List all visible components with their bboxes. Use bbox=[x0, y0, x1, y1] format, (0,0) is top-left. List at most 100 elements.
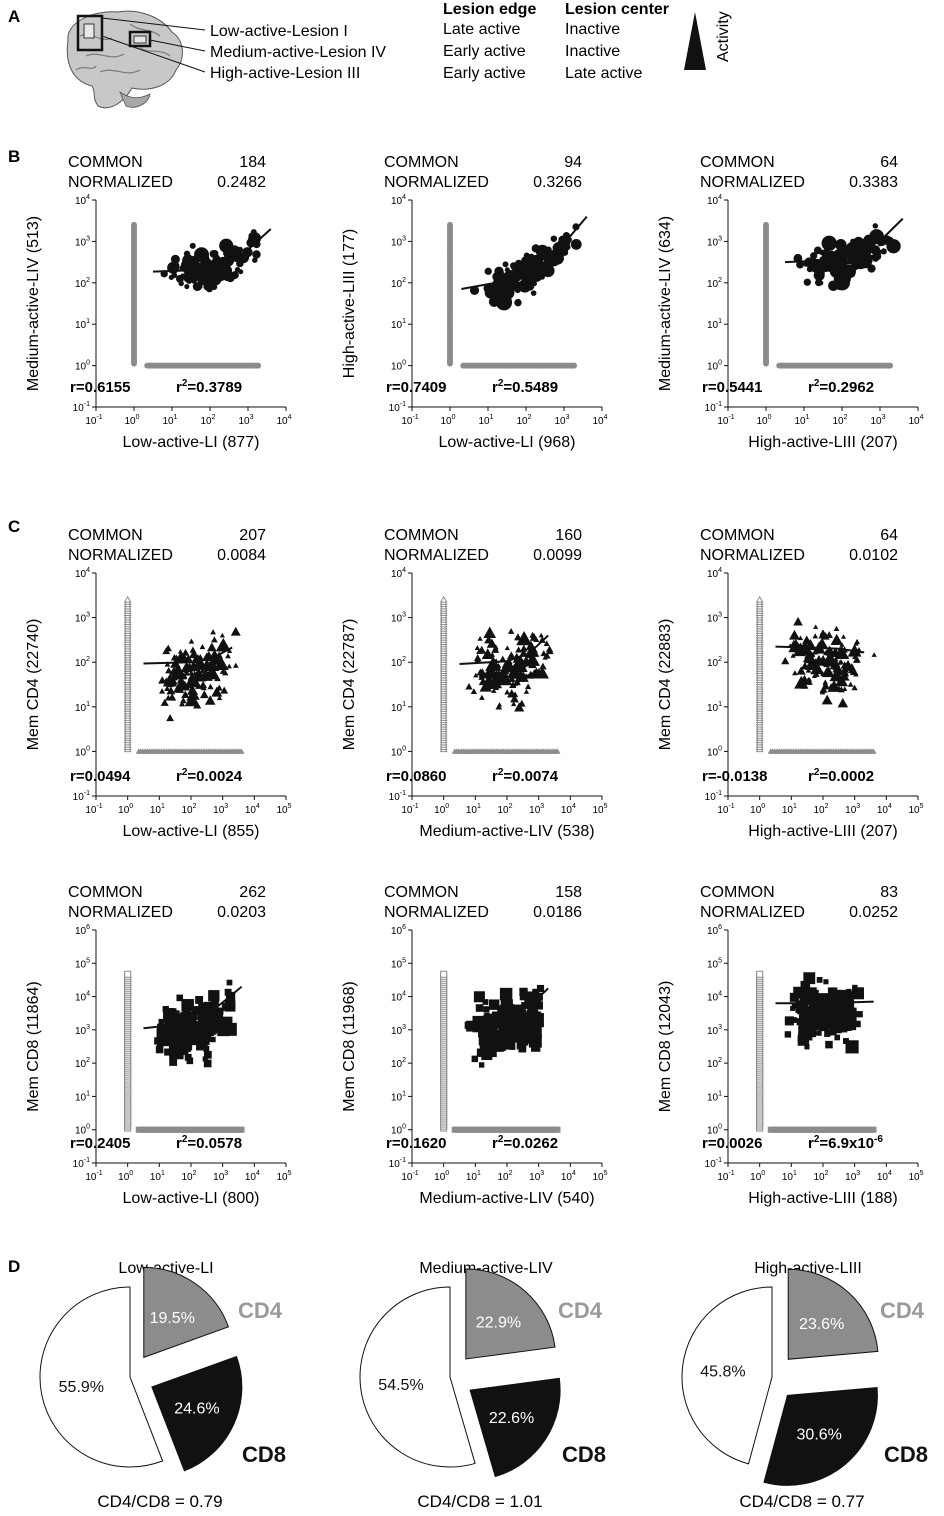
data-point bbox=[492, 290, 500, 297]
data-point bbox=[227, 648, 233, 654]
data-point bbox=[825, 1040, 833, 1049]
common-value: 184 bbox=[239, 154, 266, 171]
x-tick-label: 103 bbox=[529, 803, 544, 816]
edge-value-2: Early active bbox=[443, 43, 526, 60]
fit-curve bbox=[475, 987, 549, 1025]
data-point bbox=[807, 650, 815, 658]
data-point bbox=[533, 636, 540, 643]
data-point bbox=[530, 290, 537, 296]
data-point bbox=[158, 1018, 164, 1025]
data-point bbox=[169, 1058, 178, 1066]
lesion-edge-header: Lesion edge bbox=[443, 1, 536, 18]
data-point bbox=[164, 685, 171, 692]
y-tick-label: 102 bbox=[75, 656, 90, 669]
data-point bbox=[216, 695, 223, 701]
pie-title: High-active-LIII bbox=[754, 1260, 862, 1277]
data-point bbox=[528, 1003, 538, 1013]
x-tick-label: 103 bbox=[845, 803, 860, 816]
data-point bbox=[509, 1023, 517, 1030]
data-point bbox=[781, 656, 790, 665]
pie-label-cd4: 22.9% bbox=[476, 1315, 521, 1332]
data-point bbox=[209, 667, 215, 673]
zero-point-y bbox=[123, 595, 132, 603]
data-point bbox=[532, 988, 540, 996]
x-tick-label: 102 bbox=[181, 1170, 196, 1183]
data-point bbox=[520, 655, 533, 667]
data-point bbox=[501, 661, 509, 668]
data-point bbox=[481, 1048, 493, 1061]
data-point bbox=[497, 670, 507, 680]
data-point bbox=[201, 1032, 212, 1042]
zero-point-y bbox=[763, 221, 769, 228]
x-tick-label: 101 bbox=[162, 414, 177, 427]
x-tick-label: 103 bbox=[845, 1170, 860, 1183]
data-point bbox=[202, 261, 209, 269]
common-label: COMMON bbox=[68, 527, 143, 544]
x-tick-label: 102 bbox=[497, 1170, 512, 1183]
r2-value: r2=0.0002 bbox=[808, 767, 874, 785]
data-point bbox=[479, 1040, 485, 1047]
data-point bbox=[179, 681, 188, 689]
r-value: r=0.6155 bbox=[70, 379, 130, 396]
data-point bbox=[865, 257, 873, 265]
r-value: r=0.7409 bbox=[386, 379, 446, 396]
data-point bbox=[236, 259, 244, 268]
data-point bbox=[791, 1003, 798, 1009]
pie-chart-D1: Low-active-LI 19.5% 24.6% 55.9% CD4 CD8 CD4/CD… bbox=[39, 1260, 286, 1511]
y-tick-label: 10-1 bbox=[73, 790, 90, 803]
x-tick-label: 10-1 bbox=[85, 803, 102, 816]
r2-value: r2=0.0578 bbox=[176, 1134, 242, 1152]
data-point bbox=[784, 1031, 792, 1038]
r-value: r=-0.0138 bbox=[702, 768, 767, 785]
x-tick-label: 104 bbox=[877, 1170, 892, 1183]
data-point bbox=[804, 1044, 810, 1050]
scatter-chart-B1: COMMON 184 NORMALIZED 0.2482 10-1 100 101 102 10… bbox=[25, 154, 292, 451]
data-point bbox=[481, 678, 494, 689]
pie-label-other: 55.9% bbox=[59, 1379, 104, 1396]
data-point bbox=[219, 238, 234, 253]
data-point bbox=[155, 1045, 164, 1054]
common-label: COMMON bbox=[384, 527, 459, 544]
data-point bbox=[207, 683, 214, 690]
data-point bbox=[206, 642, 217, 652]
y-axis-label: Medium-active-LIV (513) bbox=[25, 216, 42, 391]
data-point bbox=[839, 642, 845, 647]
data-point bbox=[841, 991, 853, 1003]
data-point bbox=[185, 681, 193, 688]
x-tick-label: 10-1 bbox=[85, 1170, 102, 1183]
data-point bbox=[211, 636, 218, 643]
data-point bbox=[498, 665, 509, 675]
zero-point-x bbox=[870, 1126, 877, 1133]
data-point bbox=[841, 1002, 849, 1009]
zero-point-x bbox=[554, 748, 561, 754]
x-tick-label: 104 bbox=[245, 803, 260, 816]
data-point bbox=[821, 235, 837, 251]
data-point bbox=[191, 1006, 201, 1015]
data-point bbox=[192, 669, 207, 682]
data-point bbox=[205, 1021, 213, 1029]
data-point bbox=[190, 664, 199, 671]
activity-label: Activity bbox=[715, 11, 732, 62]
data-point bbox=[796, 666, 806, 675]
scatter-chart-B3: COMMON 64 NORMALIZED 0.3383 10-1 100 101 102 103… bbox=[657, 154, 924, 451]
data-point bbox=[179, 700, 186, 707]
fit-curve bbox=[784, 217, 904, 264]
x-axis-label: Low-active-LI (800) bbox=[123, 1190, 260, 1207]
data-point bbox=[803, 278, 811, 286]
data-point bbox=[491, 645, 500, 653]
data-point bbox=[177, 649, 183, 654]
data-point bbox=[184, 283, 190, 290]
pie-slice-cd4 bbox=[465, 1268, 556, 1360]
pie-label-cd4: 19.5% bbox=[150, 1310, 195, 1327]
zero-point-y bbox=[440, 970, 448, 978]
data-point bbox=[486, 638, 498, 648]
cd4-legend-label: CD4 bbox=[238, 1298, 283, 1323]
normalized-label: NORMALIZED bbox=[700, 174, 805, 191]
y-tick-label: 101 bbox=[75, 318, 90, 331]
normalized-value: 0.0099 bbox=[533, 547, 582, 564]
data-point bbox=[168, 1040, 183, 1055]
data-point bbox=[534, 1016, 541, 1022]
data-point bbox=[828, 670, 834, 676]
data-point bbox=[496, 1046, 502, 1052]
data-point bbox=[818, 280, 824, 286]
